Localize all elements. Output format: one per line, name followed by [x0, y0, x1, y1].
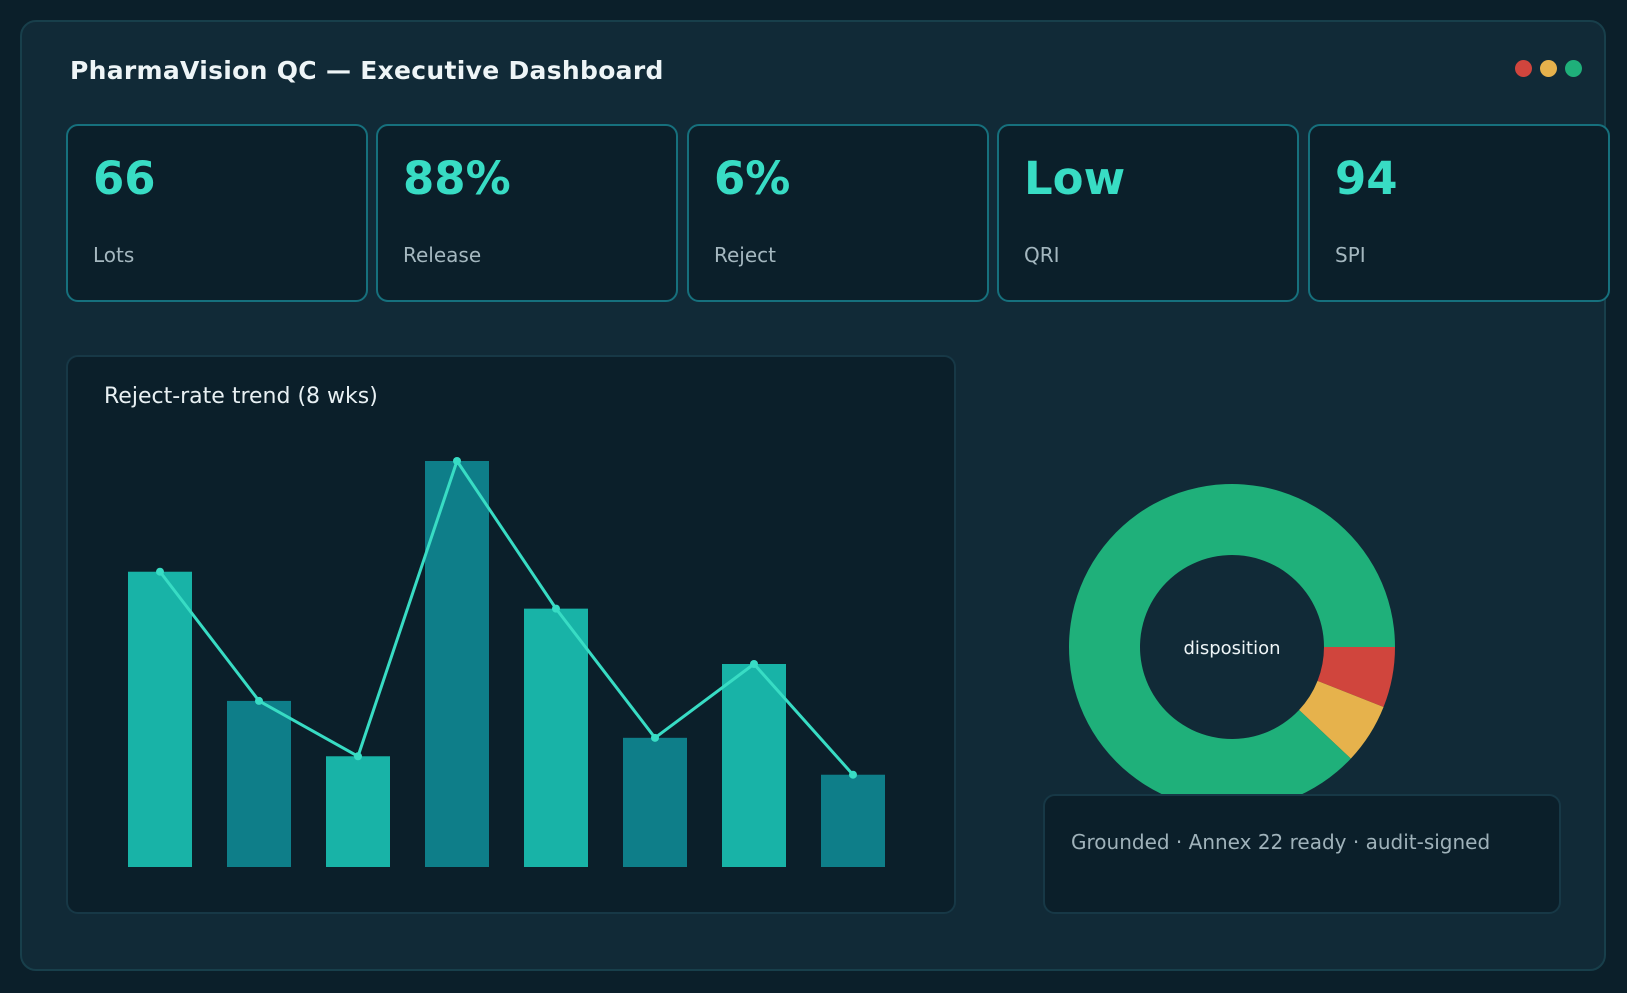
kpi-card-spi: 94 SPI — [1308, 124, 1610, 302]
minimize-window-button[interactable] — [1540, 60, 1557, 77]
trend-line — [158, 459, 855, 776]
bar-week-5 — [524, 608, 588, 867]
maximize-window-button[interactable] — [1565, 60, 1582, 77]
kpi-label: QRI — [1024, 243, 1060, 267]
kpi-label: Release — [403, 243, 482, 267]
kpi-value: Low — [1024, 152, 1126, 205]
chart-title: Reject-rate trend (8 wks) — [104, 384, 378, 409]
bar-week-8 — [821, 774, 885, 867]
kpi-label: SPI — [1335, 243, 1366, 267]
donut-slice-hold — [1299, 680, 1384, 759]
donut-center-label: disposition — [1183, 638, 1280, 659]
kpi-card-lots: 66 Lots — [66, 124, 368, 302]
dashboard-title: PharmaVision QC — Executive Dashboard — [70, 56, 664, 85]
status-footer-card: Grounded · Annex 22 ready · audit-signed — [1043, 794, 1561, 914]
kpi-label: Lots — [93, 243, 135, 267]
bar-week-7 — [722, 664, 786, 867]
trend-point-week-3 — [354, 752, 362, 761]
bar-week-6 — [623, 737, 687, 867]
trend-point-week-5 — [552, 604, 560, 613]
donut-slice-release — [1069, 483, 1395, 810]
bar-week-4 — [425, 461, 489, 867]
kpi-card-reject: 6% Reject — [687, 124, 989, 302]
bar-week-2 — [227, 700, 291, 867]
kpi-label: Reject — [714, 243, 777, 267]
reject-trend-chart — [128, 457, 885, 867]
trend-point-week-6 — [651, 733, 659, 742]
trend-point-week-2 — [255, 696, 263, 705]
bar-week-1 — [128, 571, 192, 867]
trend-point-week-4 — [453, 457, 461, 465]
bar-week-3 — [326, 756, 390, 867]
reject-trend-card: Reject-rate trend (8 wks) — [66, 355, 956, 914]
donut-slice-reject — [1317, 647, 1395, 708]
kpi-value: 66 — [93, 152, 156, 205]
kpi-value: 88% — [403, 152, 511, 205]
disposition-donut-chart: disposition — [1069, 483, 1395, 810]
trend-point-week-8 — [849, 770, 857, 779]
close-window-button[interactable] — [1515, 60, 1532, 77]
kpi-card-qri: Low QRI — [997, 124, 1299, 302]
kpi-card-release: 88% Release — [376, 124, 678, 302]
trend-point-week-1 — [156, 567, 164, 576]
trend-point-week-7 — [750, 660, 758, 668]
kpi-value: 94 — [1335, 152, 1398, 205]
status-footer-text: Grounded · Annex 22 ready · audit-signed — [1071, 830, 1491, 854]
kpi-value: 6% — [714, 152, 791, 205]
